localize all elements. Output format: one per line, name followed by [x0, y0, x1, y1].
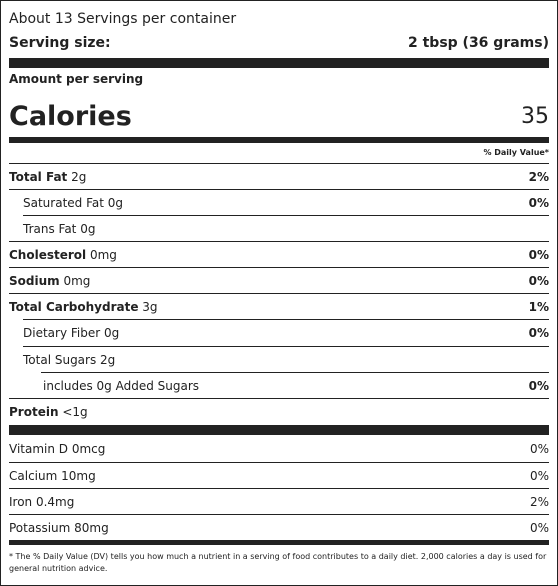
- vitamin-row-vitamin-d: Vitamin D 0mcg 0%: [9, 442, 549, 456]
- nutrient-row-saturated-fat: Saturated Fat 0g 0%: [23, 196, 549, 210]
- bottom-divider: [9, 540, 549, 545]
- vitamin-row-calcium: Calcium 10mg 0%: [9, 469, 549, 483]
- footnote: * The % Daily Value (DV) tells you how m…: [9, 552, 547, 573]
- amount-per-serving: Amount per serving: [9, 72, 144, 86]
- thick-divider: [9, 58, 549, 68]
- nutrient-row-total-fat: Total Fat 2g 2%: [9, 170, 549, 184]
- calories-label: Calories: [9, 100, 132, 132]
- servings-per-container: About 13 Servings per container: [9, 11, 237, 27]
- nutrient-row-added-sugars: includes 0g Added Sugars 0%: [43, 379, 549, 393]
- nutrient-row-total-carbohydrate: Total Carbohydrate 3g 1%: [9, 300, 549, 314]
- serving-size-label: Serving size:: [9, 35, 111, 51]
- vitamin-row-iron: Iron 0.4mg 2%: [9, 495, 549, 509]
- serving-size-value: 2 tbsp (36 grams): [407, 35, 549, 51]
- nutrient-row-protein: Protein <1g: [9, 405, 88, 419]
- medium-divider: [9, 137, 549, 143]
- serving-size-row: Serving size: 2 tbsp (36 grams): [9, 30, 549, 56]
- vitamin-row-potassium: Potassium 80mg 0%: [9, 521, 549, 535]
- nutrient-row-sodium: Sodium 0mg 0%: [9, 274, 549, 288]
- nutrient-row-total-sugars: Total Sugars 2g: [23, 353, 116, 367]
- daily-value-header: % Daily Value*: [483, 148, 549, 157]
- nutrient-row-trans-fat: Trans Fat 0g: [23, 222, 96, 236]
- divider: [9, 163, 549, 164]
- nutrient-row-dietary-fiber: Dietary Fiber 0g 0%: [23, 326, 549, 340]
- thick-divider-vitamins: [9, 425, 549, 435]
- calories-value: 35: [521, 103, 549, 129]
- nutrient-row-cholesterol: Cholesterol 0mg 0%: [9, 248, 549, 262]
- calories-row: Calories 35: [9, 96, 549, 136]
